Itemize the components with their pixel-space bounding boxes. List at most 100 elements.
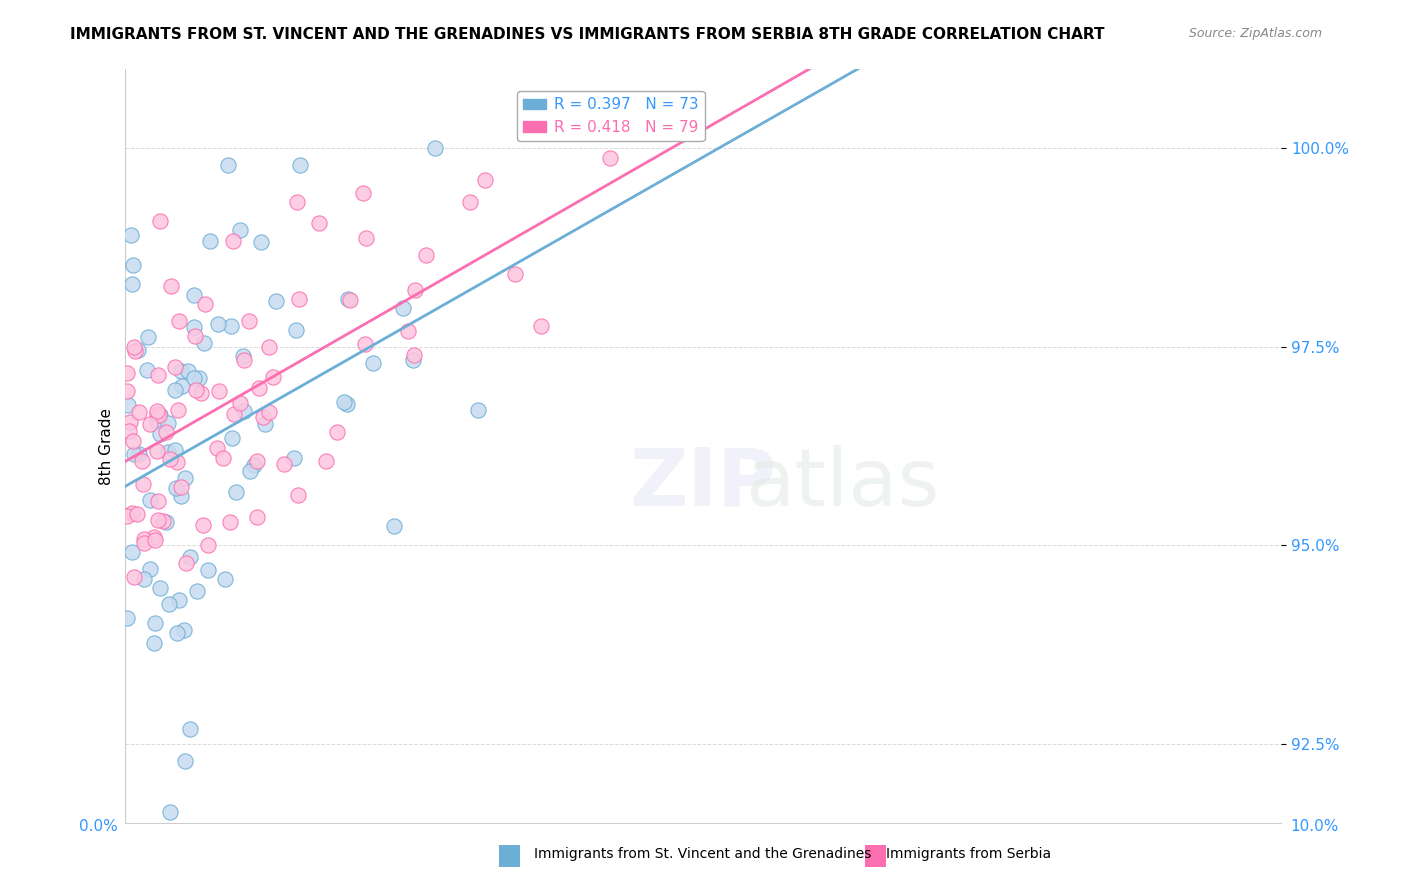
Point xyxy=(139,492,162,507)
Point xyxy=(404,348,426,362)
Point xyxy=(197,563,219,577)
Point xyxy=(188,371,211,385)
Point xyxy=(336,397,359,411)
Point xyxy=(149,582,172,596)
Point xyxy=(152,515,174,529)
Point xyxy=(259,405,281,419)
Point xyxy=(159,452,181,467)
Point xyxy=(229,396,252,410)
Point xyxy=(169,480,191,494)
Point xyxy=(177,364,200,378)
Point xyxy=(167,593,190,607)
Point xyxy=(217,158,239,172)
Point xyxy=(283,451,305,466)
Text: ZIP: ZIP xyxy=(630,445,778,523)
Point xyxy=(186,384,208,398)
Point xyxy=(122,339,145,353)
Point xyxy=(172,379,194,393)
Point xyxy=(467,402,489,417)
Point xyxy=(254,417,277,431)
Point xyxy=(183,320,205,334)
Point xyxy=(211,451,233,466)
Point xyxy=(166,455,188,469)
Point xyxy=(118,415,141,429)
Point xyxy=(333,395,356,409)
Point xyxy=(132,536,155,550)
Point xyxy=(252,410,274,425)
Text: Immigrants from Serbia: Immigrants from Serbia xyxy=(886,847,1050,861)
Point xyxy=(190,386,212,401)
Text: atlas: atlas xyxy=(745,445,939,523)
Point xyxy=(273,458,295,472)
Point xyxy=(148,368,170,382)
Point xyxy=(402,352,425,367)
Point xyxy=(228,223,250,237)
Point xyxy=(157,416,180,430)
Point xyxy=(163,442,186,457)
Point xyxy=(165,481,187,495)
Point xyxy=(284,323,307,337)
Point xyxy=(186,583,208,598)
Point xyxy=(193,518,215,533)
Point xyxy=(155,515,177,529)
Point xyxy=(238,314,260,328)
Point xyxy=(121,258,143,272)
Point xyxy=(173,471,195,485)
Point xyxy=(354,231,377,245)
Point xyxy=(259,340,281,354)
Point xyxy=(225,485,247,500)
Text: Source: ZipAtlas.com: Source: ZipAtlas.com xyxy=(1188,27,1322,40)
Point xyxy=(120,228,142,243)
Point xyxy=(115,366,138,380)
Point xyxy=(505,267,527,281)
Point xyxy=(285,195,308,210)
Point xyxy=(458,195,481,210)
Point xyxy=(361,356,384,370)
Point xyxy=(121,277,143,291)
Point xyxy=(121,506,143,520)
Point xyxy=(233,404,256,418)
Point xyxy=(170,363,193,377)
Point xyxy=(391,301,413,316)
Point xyxy=(221,234,243,248)
Point xyxy=(599,151,621,165)
Point xyxy=(115,509,138,524)
Point xyxy=(183,288,205,302)
Point xyxy=(214,572,236,586)
Point xyxy=(118,424,141,438)
Point xyxy=(122,570,145,584)
Point xyxy=(155,425,177,439)
Point xyxy=(415,248,437,262)
Point xyxy=(179,722,201,736)
Point xyxy=(142,530,165,544)
Point xyxy=(222,407,245,421)
Point xyxy=(288,158,311,172)
Point xyxy=(264,293,287,308)
Point xyxy=(146,513,169,527)
Point xyxy=(207,318,229,332)
Point xyxy=(146,494,169,508)
Point xyxy=(232,349,254,363)
Point xyxy=(157,598,180,612)
Legend: R = 0.397   N = 73, R = 0.418   N = 79: R = 0.397 N = 73, R = 0.418 N = 79 xyxy=(517,91,704,141)
Point xyxy=(246,510,269,524)
Point xyxy=(159,279,181,293)
Point xyxy=(145,444,167,458)
Point xyxy=(247,381,270,395)
Point xyxy=(530,319,553,334)
Point xyxy=(425,141,447,155)
Point xyxy=(143,636,166,650)
Point xyxy=(179,549,201,564)
Point xyxy=(131,454,153,468)
Point xyxy=(221,431,243,445)
Point xyxy=(146,407,169,421)
Text: Immigrants from St. Vincent and the Grenadines: Immigrants from St. Vincent and the Gren… xyxy=(534,847,872,861)
Point xyxy=(146,403,169,417)
Point xyxy=(128,447,150,461)
Point xyxy=(115,384,138,399)
Text: 10.0%: 10.0% xyxy=(1291,820,1339,834)
Point xyxy=(149,213,172,227)
Point xyxy=(339,293,361,307)
Point xyxy=(249,235,271,249)
Point xyxy=(139,417,162,432)
